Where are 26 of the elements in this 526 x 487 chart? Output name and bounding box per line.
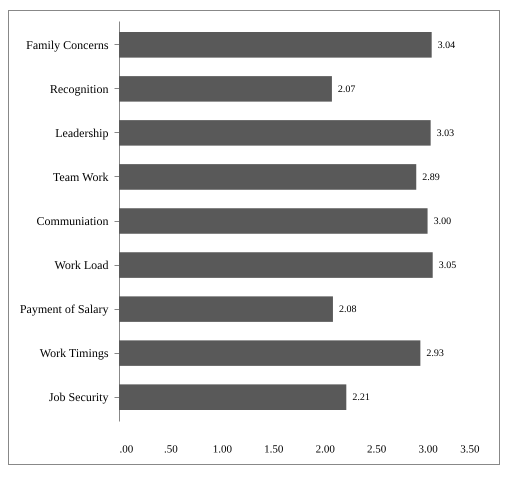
data-label: 2.93 <box>426 348 444 360</box>
x-tick-label: .00 <box>120 444 134 456</box>
x-tick-label: 3.00 <box>418 444 438 456</box>
y-tick-label: Recognition <box>50 82 108 96</box>
data-label: 2.08 <box>338 304 356 316</box>
data-label: 3.05 <box>438 260 456 272</box>
data-label: 2.89 <box>422 172 440 183</box>
x-tick-label: 3.50 <box>460 444 480 456</box>
x-tick-label: 2.00 <box>316 444 336 456</box>
data-label: 2.21 <box>352 392 370 404</box>
x-tick-label: 1.50 <box>264 444 284 456</box>
data-label: 3.00 <box>434 216 452 227</box>
data-label: 3.04 <box>438 40 456 51</box>
x-tick-label: .50 <box>164 444 178 456</box>
x-tick-label: 2.50 <box>367 444 387 456</box>
y-tick-label: Team Work <box>52 170 108 184</box>
x-tick-label: 1.00 <box>212 444 232 456</box>
y-tick-label: Communiation <box>36 214 108 228</box>
y-tick-label: Work Load <box>54 258 108 272</box>
data-label: 3.03 <box>436 128 454 139</box>
data-label: 2.07 <box>338 84 356 95</box>
y-tick-label: Family Concerns <box>26 38 109 52</box>
y-tick-label: Payment of Salary <box>20 302 108 316</box>
y-tick-label: Job Security <box>48 390 108 404</box>
y-tick-label: Leadership <box>55 126 108 140</box>
y-tick-label: Work Timings <box>40 346 109 360</box>
